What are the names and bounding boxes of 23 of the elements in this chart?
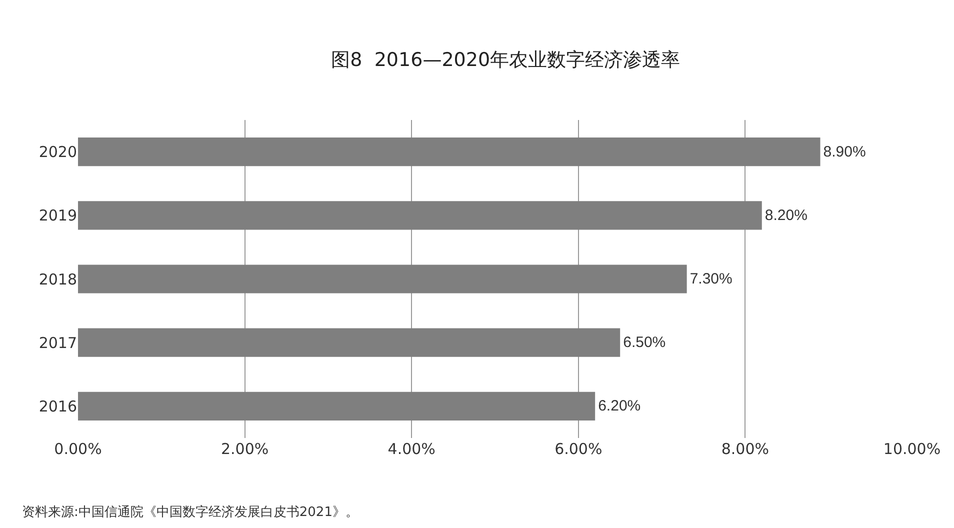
data-label: 7.30% [690, 270, 732, 288]
x-tick-label: 6.00% [554, 440, 602, 458]
data-label: 8.90% [823, 143, 866, 160]
text: 资料来源:中国信通院《中国数字经济发展白皮书2021》。 [22, 504, 358, 520]
x-tick-label: 8.00% [721, 440, 770, 458]
x-tick-label: 0.00% [54, 440, 102, 458]
bar [78, 201, 762, 230]
bar [78, 328, 620, 357]
data-label: 8.20% [764, 206, 808, 224]
chart-title: 图8 2016—2020年农业数字经济渗透率 [331, 49, 680, 72]
x-tick-label: 4.00% [388, 440, 436, 458]
x-tick-label: 2.00% [220, 440, 269, 458]
y-tick-label: 2017 [38, 334, 77, 352]
data-label: 6.50% [623, 334, 666, 352]
y-tick-label: 2016 [38, 397, 77, 416]
data-label: 6.20% [598, 398, 641, 415]
y-tick-label: 2020 [38, 143, 77, 162]
bar [78, 264, 687, 294]
bar [78, 392, 596, 421]
y-tick-label: 2018 [38, 270, 77, 288]
x-tick-label: 10.00% [883, 440, 941, 458]
y-tick-label: 2019 [38, 206, 77, 225]
bar [78, 137, 820, 166]
